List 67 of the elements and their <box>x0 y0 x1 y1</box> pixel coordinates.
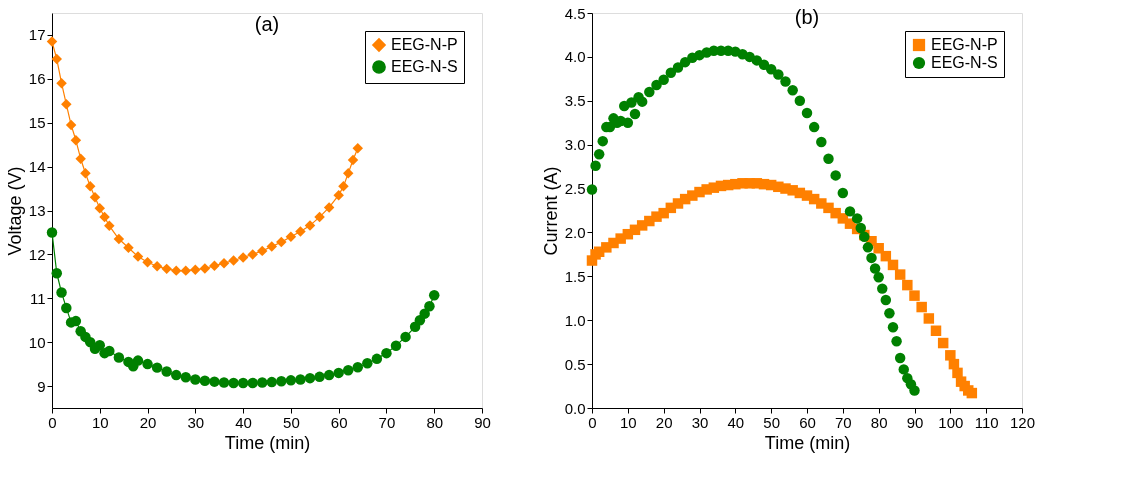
y-tick-label: 9 <box>37 377 46 395</box>
legend-label: EEG-N-S <box>931 54 998 71</box>
x-tick-label: 80 <box>870 413 888 431</box>
y-tick-label: 15 <box>28 114 46 132</box>
y-axis-title: Current (A) <box>540 166 561 256</box>
x-axis-title: Time (min) <box>224 432 311 453</box>
y-tick-label: 0.5 <box>564 355 586 373</box>
point <box>937 337 949 349</box>
y-tick-label: 2.0 <box>564 223 586 241</box>
y-tick-label: 1.5 <box>564 267 586 285</box>
x-axis-title: Time (min) <box>764 432 851 453</box>
point <box>966 387 978 399</box>
point <box>113 233 125 245</box>
x-tick-label: 50 <box>283 413 300 431</box>
y-tick-label: 3.0 <box>564 136 586 154</box>
x-tick-label: 80 <box>426 413 444 431</box>
y-axis-title: Voltage (V) <box>4 166 25 256</box>
x-tick-label: 120 <box>1009 413 1036 431</box>
x-tick-label: 90 <box>474 413 491 431</box>
x-tick-label: 60 <box>799 413 816 431</box>
x-tick-label: 60 <box>330 413 348 431</box>
legend-label: EEG-N-P <box>931 36 998 53</box>
y-tick-label: 1.0 <box>564 311 586 329</box>
x-tick-label: 20 <box>139 413 157 431</box>
x-tick-label: 40 <box>235 413 252 431</box>
y-tick-label: 4.5 <box>564 4 586 22</box>
x-tick-label: 0 <box>48 413 57 431</box>
y-tick-label: 16 <box>28 70 46 88</box>
point <box>902 279 913 291</box>
x-tick-label: 20 <box>655 413 673 431</box>
point <box>894 269 906 280</box>
y-tick-label: 0.0 <box>564 399 586 417</box>
x-tick-label: 30 <box>691 413 709 431</box>
x-tick-label: 10 <box>619 413 637 431</box>
legend-label: EEG-N-P <box>391 36 458 53</box>
x-tick-label: 40 <box>727 413 745 431</box>
point <box>873 243 884 254</box>
point <box>930 325 942 336</box>
y-tick-label: 11 <box>29 289 46 307</box>
point <box>228 255 239 266</box>
y-tick-label: 14 <box>28 158 46 176</box>
y-tick-label: 4.0 <box>564 48 586 66</box>
x-tick-label: 110 <box>974 413 999 431</box>
x-tick-label: 50 <box>763 413 781 431</box>
point <box>338 181 349 192</box>
x-tick-label: 10 <box>91 413 109 431</box>
y-tick-label: 17 <box>28 26 46 44</box>
point <box>352 142 364 154</box>
x-tick-label: 30 <box>187 413 205 431</box>
point <box>428 289 440 301</box>
y-tick-label: 10 <box>28 333 46 351</box>
chart-title: (b) <box>794 6 820 28</box>
x-tick-label: 70 <box>378 413 396 431</box>
chart-title: (a) <box>254 13 280 35</box>
y-tick-label: 3.5 <box>564 92 586 110</box>
x-tick-label: 100 <box>938 413 964 431</box>
x-tick-label: 70 <box>834 413 852 431</box>
point <box>909 290 920 301</box>
point <box>916 301 927 313</box>
legend-label: EEG-N-S <box>391 58 458 75</box>
x-tick-label: 0 <box>588 413 597 431</box>
x-tick-label: 90 <box>906 413 924 431</box>
y-tick-label: 13 <box>28 202 46 219</box>
y-tick-label: 12 <box>28 245 46 263</box>
y-tick-label: 2.5 <box>564 180 586 198</box>
point <box>923 313 935 324</box>
point <box>295 226 306 237</box>
